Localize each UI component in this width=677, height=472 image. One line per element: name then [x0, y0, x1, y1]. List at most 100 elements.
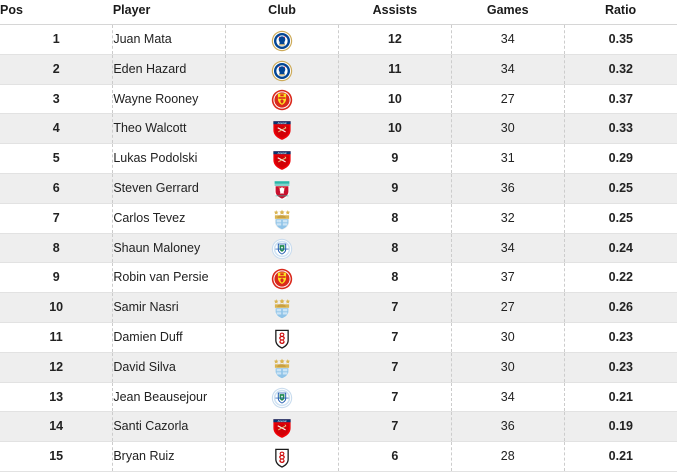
table-row[interactable]: 7 Carlos Tevez 8 32 0.25 [0, 203, 677, 234]
cell-games: 30 [450, 113, 565, 145]
cell-position: 10 [0, 292, 113, 323]
table-row[interactable]: 4 Theo Walcott Arsenal 10 30 0.33 [0, 113, 677, 145]
cell-games: 31 [450, 143, 565, 174]
cell-club[interactable] [225, 322, 339, 353]
cell-ratio: 0.29 [563, 143, 677, 174]
cell-ratio: 0.35 [563, 24, 677, 55]
chelsea-crest-icon [271, 60, 293, 82]
man-city-crest-icon [271, 209, 293, 231]
cell-assists: 8 [337, 233, 452, 264]
cell-assists: 9 [337, 173, 452, 204]
table-row[interactable]: 15 Bryan Ruiz 6 28 0.21 [0, 441, 677, 472]
cell-club[interactable] [225, 84, 339, 115]
cell-player-name[interactable]: Robin van Persie [112, 262, 226, 294]
table-row[interactable]: 13 Jean Beausejour 7 34 0.21 [0, 382, 677, 413]
cell-club[interactable] [225, 233, 339, 264]
cell-club[interactable]: Arsenal [225, 411, 339, 443]
cell-position: 15 [0, 441, 113, 472]
cell-player-name[interactable]: Eden Hazard [112, 54, 226, 85]
cell-games: 36 [450, 173, 565, 204]
cell-ratio: 0.24 [563, 233, 677, 264]
column-header-pos[interactable]: Pos [0, 0, 113, 25]
cell-games: 36 [450, 411, 565, 443]
table-row[interactable]: 3 Wayne Rooney 10 27 0.37 [0, 84, 677, 115]
cell-player-name[interactable]: Santi Cazorla [112, 411, 226, 443]
table-row[interactable]: 6 Steven Gerrard 9 36 0.25 [0, 173, 677, 204]
cell-club[interactable] [225, 262, 339, 294]
table-row[interactable]: 14 Santi Cazorla Arsenal 7 36 0.19 [0, 411, 677, 443]
column-header-games[interactable]: Games [451, 0, 565, 25]
cell-assists: 7 [337, 382, 452, 413]
cell-player-name[interactable]: Shaun Maloney [112, 233, 226, 264]
cell-club[interactable] [225, 441, 339, 472]
cell-games: 27 [450, 84, 565, 115]
cell-ratio: 0.37 [563, 84, 677, 115]
arsenal-crest-icon: Arsenal [271, 417, 293, 439]
cell-club[interactable] [225, 382, 339, 413]
cell-position: 5 [0, 143, 113, 174]
cell-ratio: 0.19 [563, 411, 677, 443]
cell-club[interactable] [225, 203, 339, 234]
cell-assists: 8 [337, 262, 452, 294]
cell-player-name[interactable]: Steven Gerrard [112, 173, 226, 204]
cell-player-name[interactable]: Samir Nasri [112, 292, 226, 323]
cell-ratio: 0.25 [563, 203, 677, 234]
cell-assists: 10 [337, 84, 452, 115]
cell-games: 28 [450, 441, 565, 472]
table-row[interactable]: 1 Juan Mata 12 34 0.35 [0, 24, 677, 55]
cell-club[interactable]: Arsenal [225, 113, 339, 145]
cell-position: 12 [0, 352, 113, 383]
arsenal-crest-icon: Arsenal [271, 149, 293, 171]
cell-position: 14 [0, 411, 113, 443]
table-row[interactable]: 10 Samir Nasri 7 27 0.26 [0, 292, 677, 323]
svg-text:Arsenal: Arsenal [278, 121, 287, 125]
cell-games: 34 [450, 382, 565, 413]
cell-position: 1 [0, 24, 113, 55]
cell-games: 30 [450, 322, 565, 353]
wigan-crest-icon [271, 387, 293, 409]
cell-ratio: 0.21 [563, 382, 677, 413]
cell-position: 7 [0, 203, 113, 234]
cell-ratio: 0.32 [563, 54, 677, 85]
cell-club[interactable] [225, 54, 339, 85]
table-row[interactable]: 2 Eden Hazard 11 34 0.32 [0, 54, 677, 85]
cell-player-name[interactable]: Juan Mata [112, 24, 226, 55]
man-united-crest-icon [271, 268, 293, 290]
cell-games: 34 [450, 54, 565, 85]
cell-ratio: 0.23 [563, 322, 677, 353]
table-row[interactable]: 8 Shaun Maloney 8 34 0.24 [0, 233, 677, 264]
column-header-club[interactable]: Club [225, 0, 339, 25]
column-header-ratio[interactable]: Ratio [564, 0, 677, 25]
cell-player-name[interactable]: Jean Beausejour [112, 382, 226, 413]
cell-ratio: 0.26 [563, 292, 677, 323]
chelsea-crest-icon [271, 30, 293, 52]
cell-player-name[interactable]: Lukas Podolski [112, 143, 226, 174]
cell-player-name[interactable]: David Silva [112, 352, 226, 383]
cell-club[interactable] [225, 24, 339, 55]
cell-player-name[interactable]: Bryan Ruiz [112, 441, 226, 472]
table-row[interactable]: 11 Damien Duff 7 30 0.23 [0, 322, 677, 353]
cell-player-name[interactable]: Damien Duff [112, 322, 226, 353]
table-row[interactable]: 12 David Silva 7 30 0.23 [0, 352, 677, 383]
svg-text:Arsenal: Arsenal [278, 151, 287, 155]
man-united-crest-icon [271, 89, 293, 111]
column-header-player[interactable]: Player [112, 0, 226, 25]
cell-position: 8 [0, 233, 113, 264]
cell-club[interactable]: Arsenal [225, 143, 339, 174]
cell-club[interactable] [225, 173, 339, 204]
wigan-crest-icon [271, 238, 293, 260]
column-header-assists[interactable]: Assists [338, 0, 452, 25]
table-row[interactable]: 9 Robin van Persie 8 37 0.22 [0, 262, 677, 294]
cell-ratio: 0.22 [563, 262, 677, 294]
arsenal-crest-icon: Arsenal [271, 119, 293, 141]
cell-player-name[interactable]: Carlos Tevez [112, 203, 226, 234]
cell-position: 3 [0, 84, 113, 115]
cell-player-name[interactable]: Theo Walcott [112, 113, 226, 145]
table-row[interactable]: 5 Lukas Podolski Arsenal 9 31 0.29 [0, 143, 677, 174]
cell-club[interactable] [225, 352, 339, 383]
cell-player-name[interactable]: Wayne Rooney [112, 84, 226, 115]
liverpool-crest-icon [271, 179, 293, 201]
cell-position: 6 [0, 173, 113, 204]
cell-club[interactable] [225, 292, 339, 323]
